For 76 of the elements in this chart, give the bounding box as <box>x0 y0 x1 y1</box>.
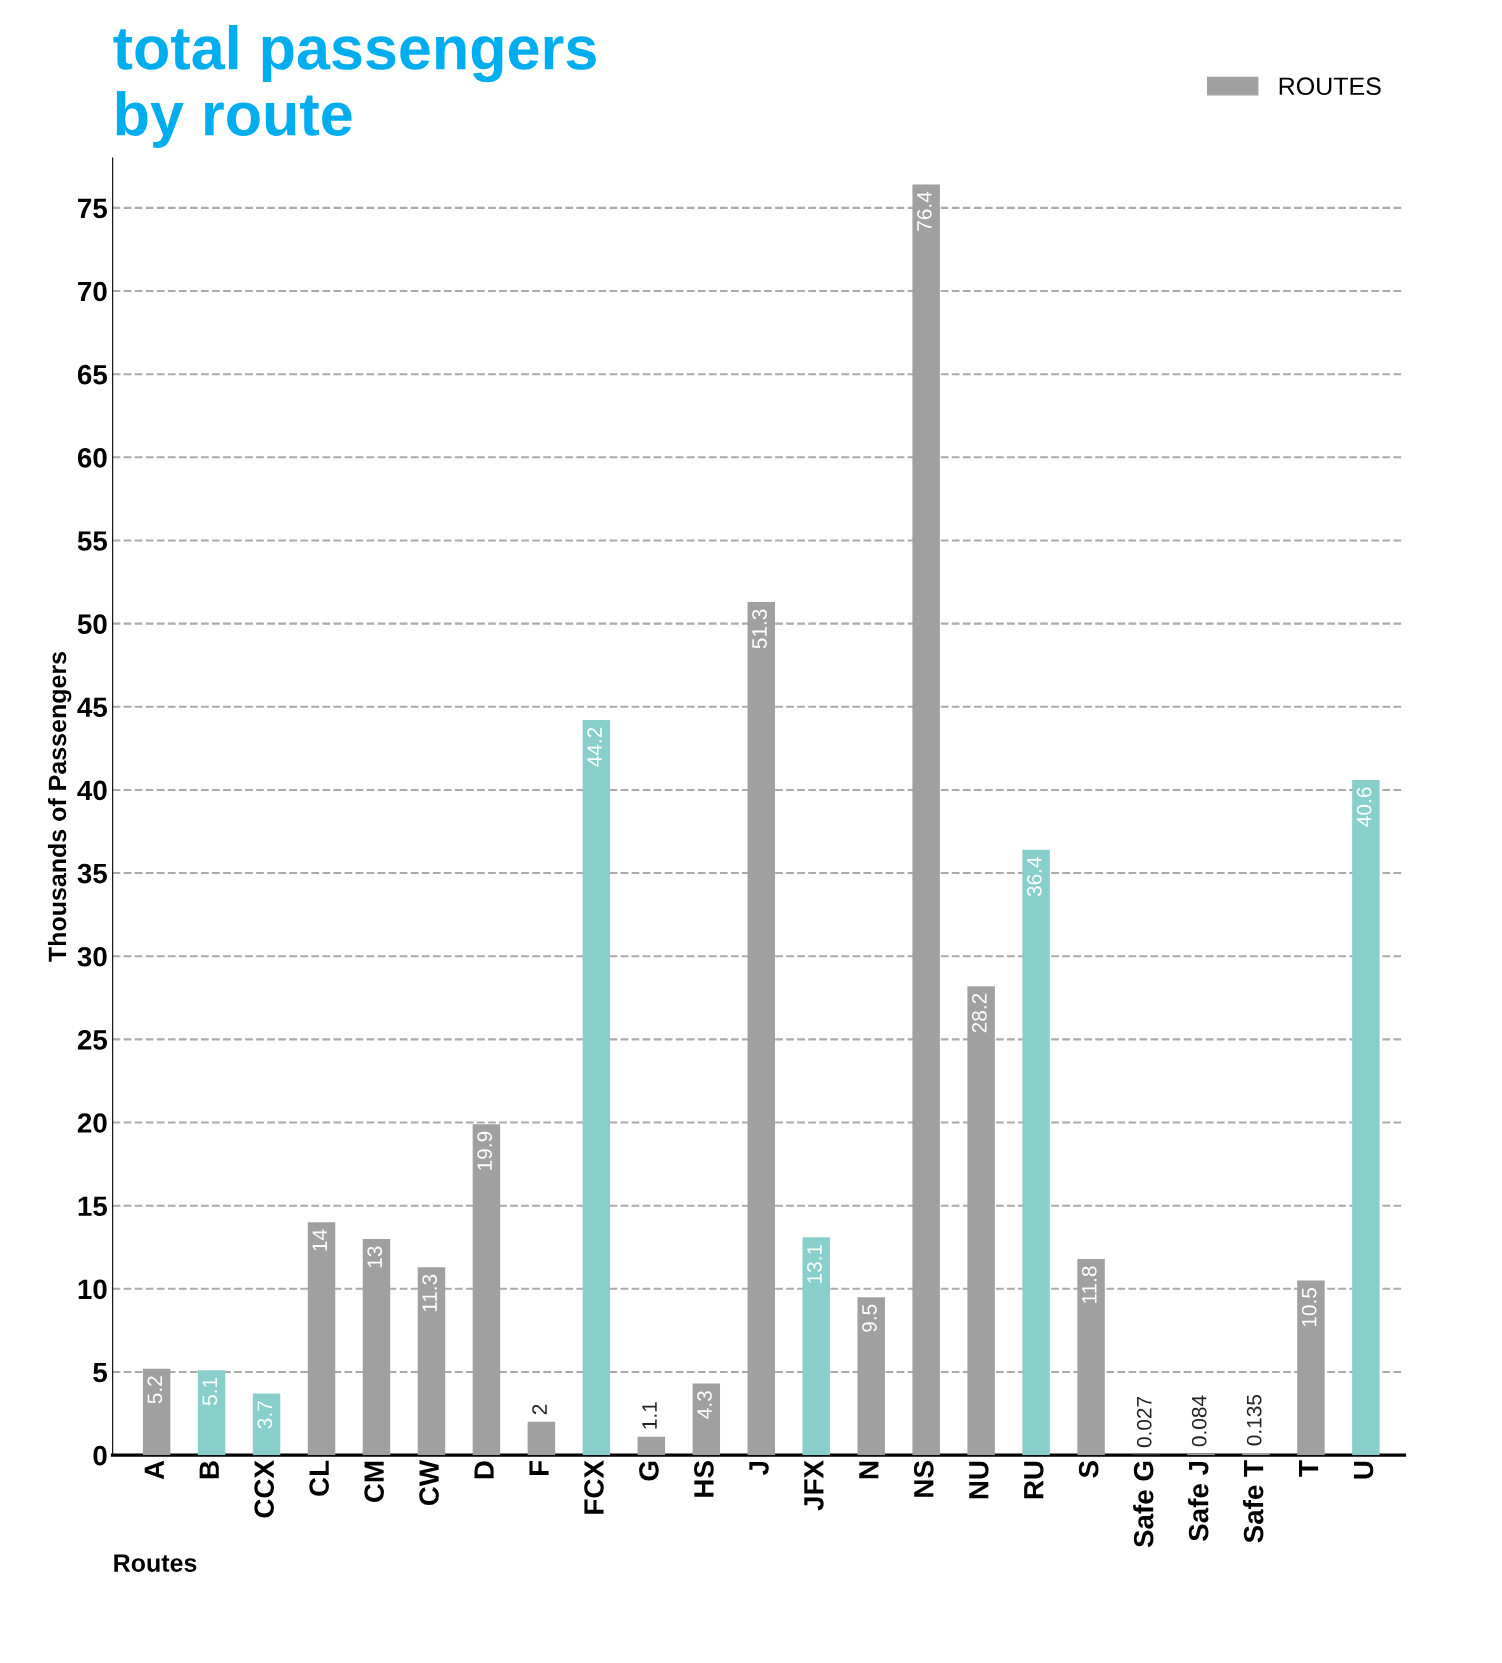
x-tick-label: Safe J <box>1188 1461 1209 1542</box>
data-label: 10.5 <box>1301 1288 1317 1327</box>
x-tick-label: HS <box>694 1461 714 1497</box>
y-tick-label: 10 <box>78 1279 107 1300</box>
chart-title: total passengers by route <box>113 24 596 148</box>
data-label: 44.2 <box>587 727 602 767</box>
data-label: 0.135 <box>1246 1394 1262 1446</box>
data-label: 2 <box>532 1404 547 1415</box>
x-tick-label: J <box>749 1461 769 1476</box>
x-tick-label: N <box>859 1461 879 1479</box>
data-label: 4.3 <box>697 1391 712 1419</box>
data-label: 14 <box>312 1229 327 1251</box>
x-tick-label: Safe G <box>1133 1461 1154 1548</box>
bar <box>692 1383 721 1456</box>
x-tick-label: FCX <box>584 1460 604 1514</box>
x-tick-label: RU <box>1024 1461 1044 1499</box>
x-tick-label: NU <box>969 1461 989 1499</box>
data-label: 9.5 <box>862 1304 877 1332</box>
y-tick-label: 60 <box>77 447 107 468</box>
data-label: 11.3 <box>422 1274 438 1312</box>
y-tick-label: 30 <box>77 946 107 967</box>
x-tick-label: CL <box>309 1460 329 1496</box>
y-tick-label: 15 <box>78 1196 108 1217</box>
data-label: 13 <box>367 1246 383 1268</box>
data-label: 19.9 <box>477 1131 493 1170</box>
y-tick-label: 50 <box>77 614 107 634</box>
data-label: 11.8 <box>1081 1266 1097 1303</box>
y-tick-label: 55 <box>77 531 108 551</box>
bar <box>527 1421 556 1456</box>
x-axis-title: Routes <box>114 1554 197 1572</box>
x-tick-label: U <box>1353 1461 1374 1479</box>
data-label: 76.4 <box>917 191 932 231</box>
y-tick-label: 75 <box>78 198 108 219</box>
y-tick-label: 5 <box>93 1362 108 1383</box>
x-tick-label: CW <box>419 1460 439 1506</box>
data-label: 40.6 <box>1356 787 1372 827</box>
data-label: 3.7 <box>257 1401 273 1429</box>
y-axis-title: Thousands of Passengers <box>47 651 72 962</box>
x-tick-label: A <box>144 1460 164 1480</box>
data-label: 13.1 <box>807 1244 822 1283</box>
data-label: 0.027 <box>1136 1396 1152 1448</box>
bar <box>197 1370 226 1456</box>
y-tick-label: 45 <box>77 697 108 718</box>
x-tick-label: CCX <box>254 1460 275 1518</box>
x-tick-label: Safe T <box>1243 1460 1264 1543</box>
y-tick-label: 0 <box>93 1445 107 1466</box>
x-tick-label: S <box>1078 1461 1099 1478</box>
data-label: 0.084 <box>1191 1395 1207 1447</box>
bar <box>582 720 611 1456</box>
bar <box>637 1436 666 1456</box>
x-tick-label: CM <box>364 1461 384 1503</box>
x-tick-label: D <box>474 1461 494 1479</box>
x-tick-label: F <box>529 1461 549 1476</box>
x-tick-label: NS <box>913 1461 934 1497</box>
data-label: 5.2 <box>147 1376 163 1404</box>
y-tick-label: 40 <box>77 780 107 801</box>
y-tick-label: 20 <box>77 1113 107 1133</box>
legend-label: ROUTES <box>1279 77 1381 96</box>
bar <box>252 1393 281 1456</box>
y-tick-label: 25 <box>77 1030 108 1050</box>
x-tick-label: JFX <box>804 1460 824 1511</box>
x-tick-label: G <box>639 1461 659 1481</box>
y-tick-label: 65 <box>77 364 108 385</box>
x-tick-label: B <box>199 1461 219 1479</box>
y-tick-label: 70 <box>78 281 107 302</box>
data-label: 28.2 <box>971 993 987 1033</box>
data-label: 36.4 <box>1026 857 1042 897</box>
bar <box>802 1237 830 1456</box>
bar <box>1352 779 1380 1456</box>
data-label: 1.1 <box>642 1402 657 1429</box>
bar <box>1242 1452 1270 1456</box>
data-label: 5.1 <box>202 1377 218 1406</box>
x-tick-label: T <box>1299 1460 1319 1477</box>
y-tick-label: 35 <box>77 863 108 884</box>
data-label: 51.3 <box>752 609 767 649</box>
bar <box>1022 849 1050 1456</box>
